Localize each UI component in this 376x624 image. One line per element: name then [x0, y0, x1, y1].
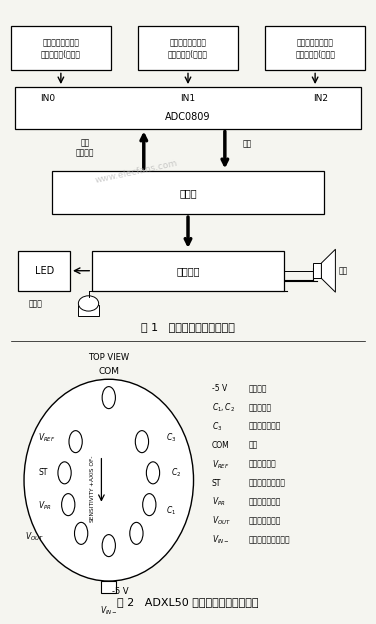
- Text: $C_2$: $C_2$: [171, 467, 182, 479]
- Text: ST: ST: [212, 479, 221, 488]
- FancyBboxPatch shape: [313, 263, 321, 278]
- Text: COM: COM: [212, 441, 230, 450]
- Text: 2: 2: [147, 500, 152, 509]
- Text: www.elecfans.com: www.elecfans.com: [94, 158, 179, 185]
- Text: $C_3$: $C_3$: [212, 420, 222, 432]
- Text: SENSITIVITY: SENSITIVITY: [90, 487, 95, 522]
- Text: 9: 9: [79, 529, 83, 538]
- FancyBboxPatch shape: [11, 26, 111, 71]
- FancyBboxPatch shape: [15, 87, 361, 129]
- Text: 耦调器电容: 耦调器电容: [249, 403, 272, 412]
- Text: +AXIS OF-: +AXIS OF-: [90, 456, 95, 486]
- Text: $V_{OUT}$: $V_{OUT}$: [25, 530, 44, 543]
- FancyBboxPatch shape: [18, 251, 70, 291]
- FancyBboxPatch shape: [102, 581, 116, 593]
- Circle shape: [102, 387, 115, 409]
- Text: -5 V: -5 V: [112, 587, 128, 596]
- Text: 6: 6: [73, 437, 78, 446]
- Ellipse shape: [24, 379, 194, 581]
- Text: $V_{IN-}$: $V_{IN-}$: [100, 604, 118, 617]
- Text: 前置放大器输出: 前置放大器输出: [249, 498, 281, 507]
- Circle shape: [62, 494, 75, 515]
- Text: 警示灯: 警示灯: [28, 300, 42, 308]
- Circle shape: [135, 431, 149, 452]
- Text: 缓冲放大器输出: 缓冲放大器输出: [249, 517, 281, 525]
- FancyBboxPatch shape: [138, 26, 238, 71]
- Text: -5 V: -5 V: [212, 384, 227, 393]
- Text: IN1: IN1: [180, 94, 196, 103]
- Circle shape: [69, 431, 82, 452]
- Text: LED: LED: [35, 266, 54, 276]
- Text: TOP VIEW: TOP VIEW: [88, 353, 129, 363]
- Text: 参考电唸输出: 参考电唸输出: [249, 460, 277, 469]
- Text: ADC0809: ADC0809: [165, 112, 211, 122]
- Text: 单片集成式电容加
速度传感器(左右）: 单片集成式电容加 速度传感器(左右）: [168, 39, 208, 58]
- Text: 10: 10: [104, 541, 114, 550]
- FancyBboxPatch shape: [92, 251, 284, 291]
- Text: $V_{PR}$: $V_{PR}$: [38, 500, 52, 512]
- FancyBboxPatch shape: [265, 26, 365, 71]
- Text: 接地: 接地: [249, 441, 258, 450]
- Text: $C_3$: $C_3$: [166, 431, 176, 444]
- Text: $V_{REF}$: $V_{REF}$: [212, 458, 229, 470]
- Text: 缓冲放大器反向输入: 缓冲放大器反向输入: [249, 535, 290, 545]
- Text: 单片集成式电容加
速度传感器(上下）: 单片集成式电容加 速度传感器(上下）: [295, 39, 335, 58]
- Polygon shape: [321, 250, 335, 292]
- Text: 电源输入: 电源输入: [249, 384, 267, 393]
- Text: 图 1   加速度检测方案示意图: 图 1 加速度检测方案示意图: [141, 322, 235, 333]
- Text: IN2: IN2: [313, 94, 328, 103]
- Text: $V_{OUT}$: $V_{OUT}$: [212, 515, 231, 527]
- Text: 图 2   ADXL50 加速度传感器引脚说明: 图 2 ADXL50 加速度传感器引脚说明: [117, 597, 259, 608]
- Circle shape: [58, 462, 71, 484]
- Ellipse shape: [78, 296, 99, 311]
- Text: 4: 4: [139, 437, 144, 446]
- Text: 输入
选择地址: 输入 选择地址: [76, 139, 94, 158]
- Text: 7: 7: [62, 469, 67, 477]
- Text: 单片集成式电容加
速度传感器(前后）: 单片集成式电容加 速度传感器(前后）: [41, 39, 81, 58]
- Circle shape: [74, 522, 88, 544]
- Text: 8: 8: [66, 500, 71, 509]
- Text: $V_{IN-}$: $V_{IN-}$: [212, 534, 230, 547]
- Text: IN0: IN0: [40, 94, 56, 103]
- Circle shape: [146, 462, 160, 484]
- Text: 振荡器去耦电容: 振荡器去耦电容: [249, 422, 281, 431]
- Circle shape: [130, 522, 143, 544]
- Text: $V_{REF}$: $V_{REF}$: [38, 431, 55, 444]
- Text: 5: 5: [106, 393, 111, 402]
- Text: $C_1$: $C_1$: [166, 504, 176, 517]
- Text: 3: 3: [150, 469, 155, 477]
- FancyBboxPatch shape: [78, 305, 99, 316]
- Text: 自检数字信号输入: 自检数字信号输入: [249, 479, 286, 488]
- Text: 响叭: 响叭: [339, 266, 348, 275]
- Text: 驱动电路: 驱动电路: [176, 266, 200, 276]
- Text: COM: COM: [98, 368, 119, 376]
- Text: 1: 1: [134, 529, 139, 538]
- Text: 数据: 数据: [242, 139, 252, 149]
- Circle shape: [143, 494, 156, 515]
- Circle shape: [102, 535, 115, 557]
- FancyBboxPatch shape: [52, 172, 324, 214]
- Text: ST: ST: [39, 469, 48, 477]
- Text: $V_{PR}$: $V_{PR}$: [212, 496, 226, 509]
- Text: $C_1,C_2$: $C_1,C_2$: [212, 401, 235, 414]
- Text: 单片机: 单片机: [179, 188, 197, 198]
